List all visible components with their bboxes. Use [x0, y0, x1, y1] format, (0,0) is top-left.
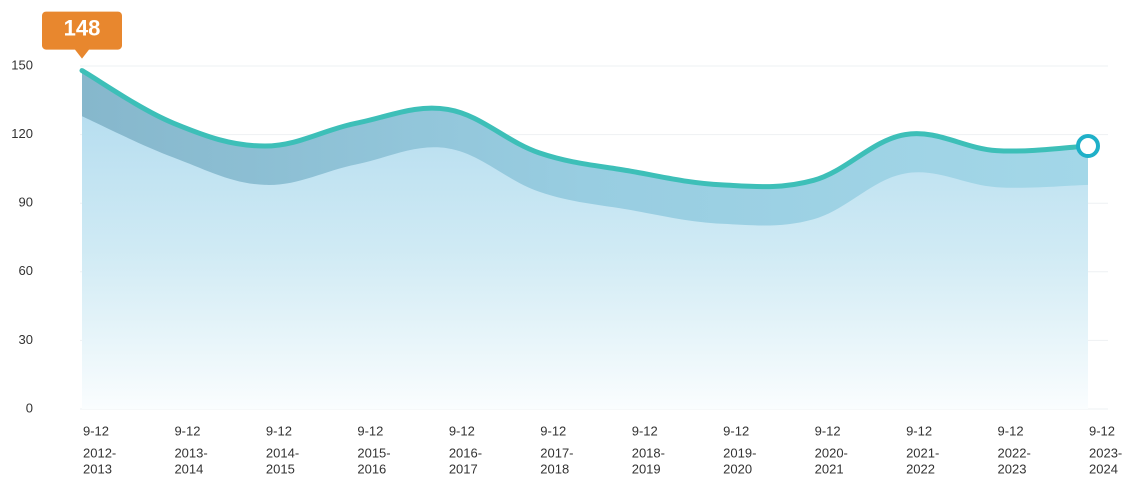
- x-tick-label: 9-12: [632, 423, 658, 438]
- x-tick-label: 2014: [174, 461, 203, 476]
- x-tick-label: 2018: [540, 461, 569, 476]
- x-tick-label: 2023: [998, 461, 1027, 476]
- x-tick-label: 9-12: [815, 423, 841, 438]
- y-tick-label: 120: [11, 126, 33, 141]
- x-tick-label: 9-12: [998, 423, 1024, 438]
- x-tick-label: 2022: [906, 461, 935, 476]
- x-tick-label: 2018-: [632, 445, 665, 460]
- x-tick-label: 9-12: [266, 423, 292, 438]
- x-tick-label: 2021-: [906, 445, 939, 460]
- x-tick-label: 2015-: [357, 445, 390, 460]
- y-tick-label: 60: [19, 263, 33, 278]
- y-tick-label: 30: [19, 332, 33, 347]
- x-tick-label: 2013: [83, 461, 112, 476]
- x-tick-label: 9-12: [540, 423, 566, 438]
- callout-label: 148: [64, 15, 101, 40]
- x-tick-label: 2024: [1089, 461, 1118, 476]
- x-tick-label: 2012-: [83, 445, 116, 460]
- x-tick-label: 2016: [357, 461, 386, 476]
- x-tick-label: 9-12: [1089, 423, 1115, 438]
- x-tick-label: 2019: [632, 461, 661, 476]
- y-tick-label: 150: [11, 57, 33, 72]
- x-tick-label: 9-12: [723, 423, 749, 438]
- x-tick-label: 2015: [266, 461, 295, 476]
- x-tick-label: 9-12: [174, 423, 200, 438]
- x-tick-label: 2023-: [1089, 445, 1122, 460]
- callout: [42, 11, 122, 59]
- labels: 1489-122012-20139-122013-20149-122014-20…: [42, 11, 1122, 476]
- y-tick-label: 90: [19, 195, 33, 210]
- areas: [79, 68, 1100, 409]
- x-tick-label: 9-12: [83, 423, 109, 438]
- x-tick-label: 2022-: [998, 445, 1031, 460]
- x-tick-label: 2020-: [815, 445, 848, 460]
- x-tick-label: 2016-: [449, 445, 482, 460]
- x-tick-label: 9-12: [449, 423, 475, 438]
- x-tick-label: 2014-: [266, 445, 299, 460]
- x-tick-label: 2017: [449, 461, 478, 476]
- x-tick-label: 2019-: [723, 445, 756, 460]
- x-tick-label: 2021: [815, 461, 844, 476]
- x-tick-label: 2020: [723, 461, 752, 476]
- x-tick-label: 2017-: [540, 445, 573, 460]
- end-marker: [1076, 134, 1100, 159]
- x-tick-label: 2013-: [174, 445, 207, 460]
- x-tick-label: 9-12: [906, 423, 932, 438]
- lower-area: [82, 116, 1088, 409]
- y-tick-label: 0: [26, 400, 33, 415]
- line: [79, 68, 1091, 190]
- x-tick-label: 9-12: [357, 423, 383, 438]
